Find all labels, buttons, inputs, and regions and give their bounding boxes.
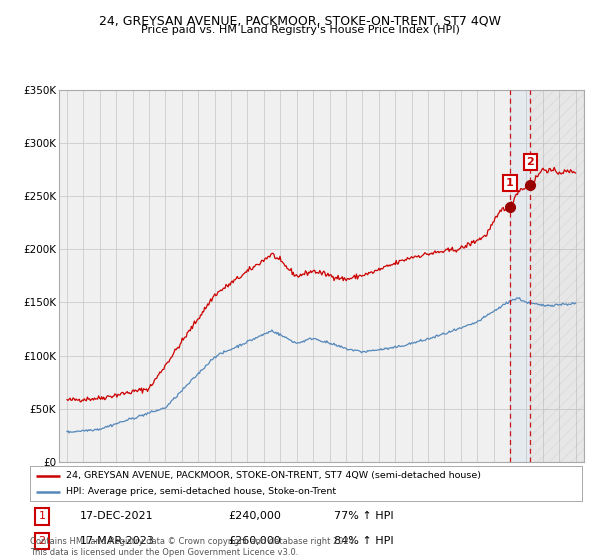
Text: HPI: Average price, semi-detached house, Stoke-on-Trent: HPI: Average price, semi-detached house,… <box>66 487 336 496</box>
Text: £240,000: £240,000 <box>229 511 281 521</box>
Text: 84% ↑ HPI: 84% ↑ HPI <box>334 536 393 546</box>
Text: 17-MAR-2023: 17-MAR-2023 <box>80 536 155 546</box>
Text: 1: 1 <box>506 178 514 188</box>
Text: £260,000: £260,000 <box>229 536 281 546</box>
Bar <box>530 90 584 462</box>
Text: 24, GREYSAN AVENUE, PACKMOOR, STOKE-ON-TRENT, ST7 4QW: 24, GREYSAN AVENUE, PACKMOOR, STOKE-ON-T… <box>99 14 501 27</box>
Text: Contains HM Land Registry data © Crown copyright and database right 2024.
This d: Contains HM Land Registry data © Crown c… <box>30 537 356 557</box>
Text: 17-DEC-2021: 17-DEC-2021 <box>80 511 154 521</box>
Text: Price paid vs. HM Land Registry's House Price Index (HPI): Price paid vs. HM Land Registry's House … <box>140 25 460 35</box>
Text: 2: 2 <box>38 536 46 546</box>
Bar <box>510 90 530 462</box>
Text: 1: 1 <box>38 511 46 521</box>
Text: 77% ↑ HPI: 77% ↑ HPI <box>334 511 393 521</box>
Text: 2: 2 <box>527 157 535 167</box>
Text: 24, GREYSAN AVENUE, PACKMOOR, STOKE-ON-TRENT, ST7 4QW (semi-detached house): 24, GREYSAN AVENUE, PACKMOOR, STOKE-ON-T… <box>66 472 481 480</box>
